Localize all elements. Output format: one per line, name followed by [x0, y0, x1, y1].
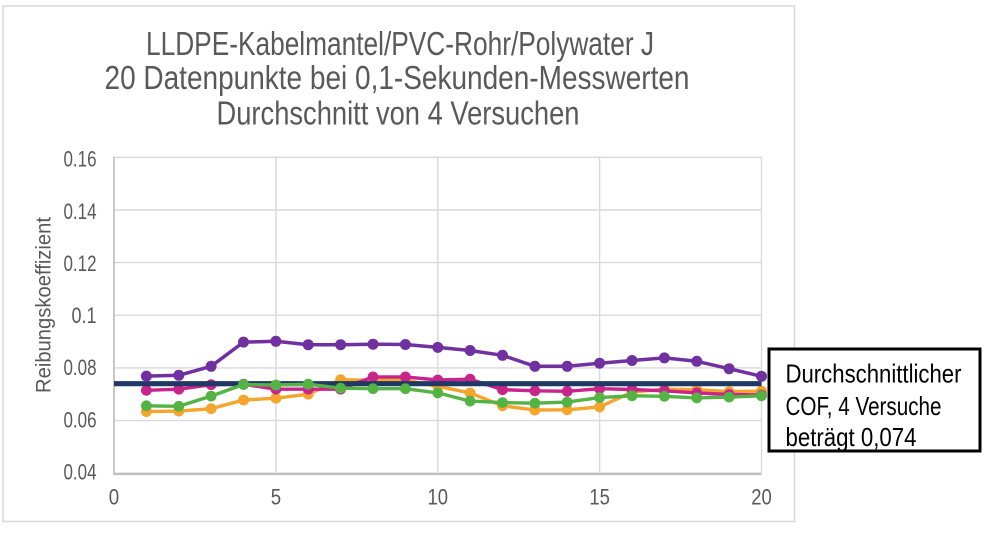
svg-text:15: 15	[589, 485, 610, 510]
svg-text:10: 10	[428, 485, 449, 510]
svg-text:5: 5	[271, 485, 281, 510]
svg-text:0.14: 0.14	[64, 199, 97, 224]
svg-text:beträgt 0,074: beträgt 0,074	[786, 422, 917, 452]
svg-text:Durchschnittlicher: Durchschnittlicher	[786, 359, 962, 389]
svg-text:0.1: 0.1	[72, 303, 97, 328]
svg-text:0.04: 0.04	[64, 459, 97, 484]
svg-text:Durchschnitt von 4 Versuchen: Durchschnitt von 4 Versuchen	[217, 95, 580, 132]
svg-text:0.16: 0.16	[64, 147, 97, 172]
svg-text:0.08: 0.08	[64, 355, 97, 380]
svg-text:0.12: 0.12	[64, 251, 97, 276]
svg-text:20: 20	[751, 485, 772, 510]
svg-text:COF, 4 Versuche: COF, 4 Versuche	[786, 391, 942, 421]
svg-text:Reibungskoeffizient: Reibungskoeffizient	[32, 217, 56, 393]
svg-text:0: 0	[109, 485, 119, 510]
svg-text:20 Datenpunkte bei 0,1-Sekunde: 20 Datenpunkte bei 0,1-Sekunden-Messwert…	[105, 59, 690, 96]
svg-text:LLDPE-Kabelmantel/PVC-Rohr/Pol: LLDPE-Kabelmantel/PVC-Rohr/Polywater J	[146, 25, 654, 62]
svg-text:0.06: 0.06	[64, 407, 97, 432]
